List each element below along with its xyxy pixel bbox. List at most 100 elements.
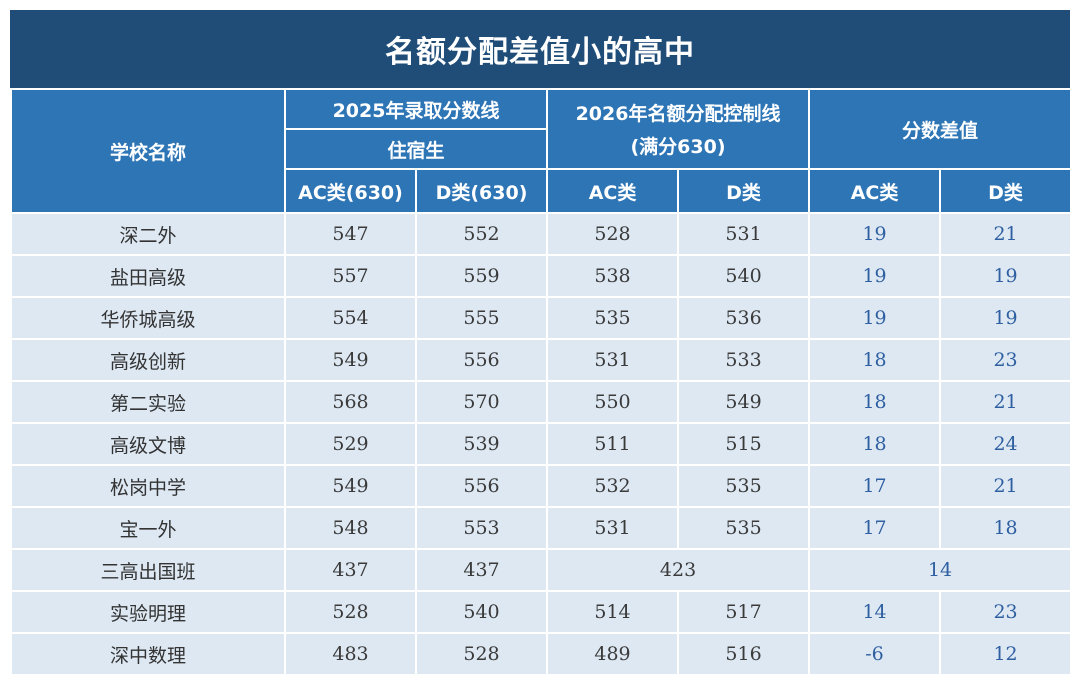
- header-group-2026-line2: (满分630): [630, 136, 726, 158]
- score-2026-d-cell: 516: [677, 632, 811, 676]
- school-name-cell: 松岗中学: [10, 464, 286, 508]
- score-2025-ac-cell: 554: [284, 296, 417, 340]
- header-group-2025: 2025年录取分数线: [283, 88, 549, 130]
- diff-d-cell: 23: [939, 590, 1073, 634]
- score-2025-d-cell: 570: [414, 380, 549, 424]
- table-row: 松岗中学 549 556 532 535 17 21: [10, 464, 1073, 508]
- school-name-cell: 深中数理: [10, 632, 286, 676]
- school-name-cell: 深二外: [10, 212, 286, 256]
- score-2026-d-cell: 515: [677, 422, 811, 466]
- score-table: 学校名称 2025年录取分数线 2026年名额分配控制线 (满分630) 分数差…: [10, 88, 1073, 676]
- table-row: 三高出国班 437 437 423 14: [10, 548, 1073, 592]
- diff-ac-cell: -6: [808, 632, 942, 676]
- header-2025-ac: AC类(630): [284, 168, 417, 214]
- header-2025-d: D类(630): [414, 168, 549, 214]
- table-row: 深中数理 483 528 489 516 -6 12: [10, 632, 1073, 676]
- score-2026-ac-cell: 528: [546, 212, 680, 256]
- score-2026-ac-cell: 550: [546, 380, 680, 424]
- score-2025-ac-cell: 568: [284, 380, 417, 424]
- header-2026-ac: AC类: [546, 168, 680, 214]
- school-name-cell: 华侨城高级: [10, 296, 286, 340]
- score-2025-ac-cell: 549: [284, 338, 417, 382]
- diff-d-cell: 19: [939, 296, 1073, 340]
- school-name-cell: 盐田高级: [10, 254, 286, 298]
- table-row: 高级文博 529 539 511 515 18 24: [10, 422, 1073, 466]
- score-2026-ac-cell: 538: [546, 254, 680, 298]
- score-2026-ac-cell: 511: [546, 422, 680, 466]
- table-body: 深二外 547 552 528 531 19 21 盐田高级 557 559 5…: [10, 212, 1073, 676]
- school-name-cell: 三高出国班: [10, 548, 286, 592]
- diff-d-cell: 21: [939, 464, 1073, 508]
- diff-ac-cell: 19: [808, 212, 942, 256]
- header-2026-d: D类: [677, 168, 811, 214]
- table-header: 学校名称 2025年录取分数线 2026年名额分配控制线 (满分630) 分数差…: [10, 88, 1073, 214]
- score-2026-d-cell: 531: [677, 212, 811, 256]
- score-2026-ac-cell: 514: [546, 590, 680, 634]
- school-name-cell: 高级文博: [10, 422, 286, 466]
- school-name-cell: 高级创新: [10, 338, 286, 382]
- diff-d-cell: 18: [939, 506, 1073, 550]
- score-2026-ac-cell: 531: [546, 338, 680, 382]
- score-2025-ac-cell: 557: [284, 254, 417, 298]
- diff-d-cell: 23: [939, 338, 1073, 382]
- diff-d-cell: 12: [939, 632, 1073, 676]
- table-row: 实验明理 528 540 514 517 14 23: [10, 590, 1073, 634]
- table-row: 盐田高级 557 559 538 540 19 19: [10, 254, 1073, 298]
- score-2025-d-cell: 556: [414, 464, 549, 508]
- table-row: 高级创新 549 556 531 533 18 23: [10, 338, 1073, 382]
- score-2025-ac-cell: 548: [284, 506, 417, 550]
- school-name-cell: 第二实验: [10, 380, 286, 424]
- score-2025-ac-cell: 547: [284, 212, 417, 256]
- score-2025-ac-cell: 437: [284, 548, 417, 592]
- diff-ac-cell: 14: [808, 590, 942, 634]
- header-school-name: 学校名称: [10, 88, 286, 214]
- score-2026-d-cell: 540: [677, 254, 811, 298]
- score-2026-d-cell: 536: [677, 296, 811, 340]
- table-row: 第二实验 568 570 550 549 18 21: [10, 380, 1073, 424]
- diff-ac-cell: 19: [808, 254, 942, 298]
- score-2025-ac-cell: 529: [284, 422, 417, 466]
- score-2026-d-cell: 535: [677, 506, 811, 550]
- diff-d-cell: 24: [939, 422, 1073, 466]
- header-diff-ac: AC类: [808, 168, 942, 214]
- header-group-2025-sub: 住宿生: [283, 128, 549, 170]
- diff-ac-cell: 18: [808, 338, 942, 382]
- diff-d-cell: 19: [939, 254, 1073, 298]
- diff-ac-cell: 19: [808, 296, 942, 340]
- score-2025-d-cell: 555: [414, 296, 549, 340]
- score-2025-d-cell: 437: [414, 548, 549, 592]
- score-2026-d-cell: 517: [677, 590, 811, 634]
- table-row: 宝一外 548 553 531 535 17 18: [10, 506, 1073, 550]
- score-2025-d-cell: 528: [414, 632, 549, 676]
- score-2026-d-cell: 535: [677, 464, 811, 508]
- diff-d-cell: 21: [939, 380, 1073, 424]
- table-row: 深二外 547 552 528 531 19 21: [10, 212, 1073, 256]
- header-group-2026: 2026年名额分配控制线 (满分630): [546, 88, 811, 170]
- school-name-cell: 实验明理: [10, 590, 286, 634]
- score-2025-d-cell: 559: [414, 254, 549, 298]
- page-title: 名额分配差值小的高中: [10, 10, 1070, 88]
- score-2025-ac-cell: 528: [284, 590, 417, 634]
- header-diff-d: D类: [939, 168, 1073, 214]
- header-group-diff: 分数差值: [808, 88, 1073, 170]
- score-2026-merged-cell: 423: [546, 548, 811, 592]
- school-name-cell: 宝一外: [10, 506, 286, 550]
- score-2026-ac-cell: 489: [546, 632, 680, 676]
- score-2026-ac-cell: 532: [546, 464, 680, 508]
- score-2025-d-cell: 540: [414, 590, 549, 634]
- score-2026-d-cell: 549: [677, 380, 811, 424]
- diff-ac-cell: 17: [808, 464, 942, 508]
- table-row: 华侨城高级 554 555 535 536 19 19: [10, 296, 1073, 340]
- diff-ac-cell: 18: [808, 422, 942, 466]
- score-2025-d-cell: 553: [414, 506, 549, 550]
- diff-ac-cell: 17: [808, 506, 942, 550]
- score-2025-ac-cell: 549: [284, 464, 417, 508]
- score-2025-d-cell: 552: [414, 212, 549, 256]
- score-2025-d-cell: 556: [414, 338, 549, 382]
- table-container: 名额分配差值小的高中 学校名称 2025年录取分数线 2026年名额分配控制线 …: [10, 10, 1073, 676]
- diff-ac-cell: 18: [808, 380, 942, 424]
- score-2025-ac-cell: 483: [284, 632, 417, 676]
- score-2026-ac-cell: 535: [546, 296, 680, 340]
- header-group-2026-line1: 2026年名额分配控制线: [575, 103, 781, 125]
- score-2026-ac-cell: 531: [546, 506, 680, 550]
